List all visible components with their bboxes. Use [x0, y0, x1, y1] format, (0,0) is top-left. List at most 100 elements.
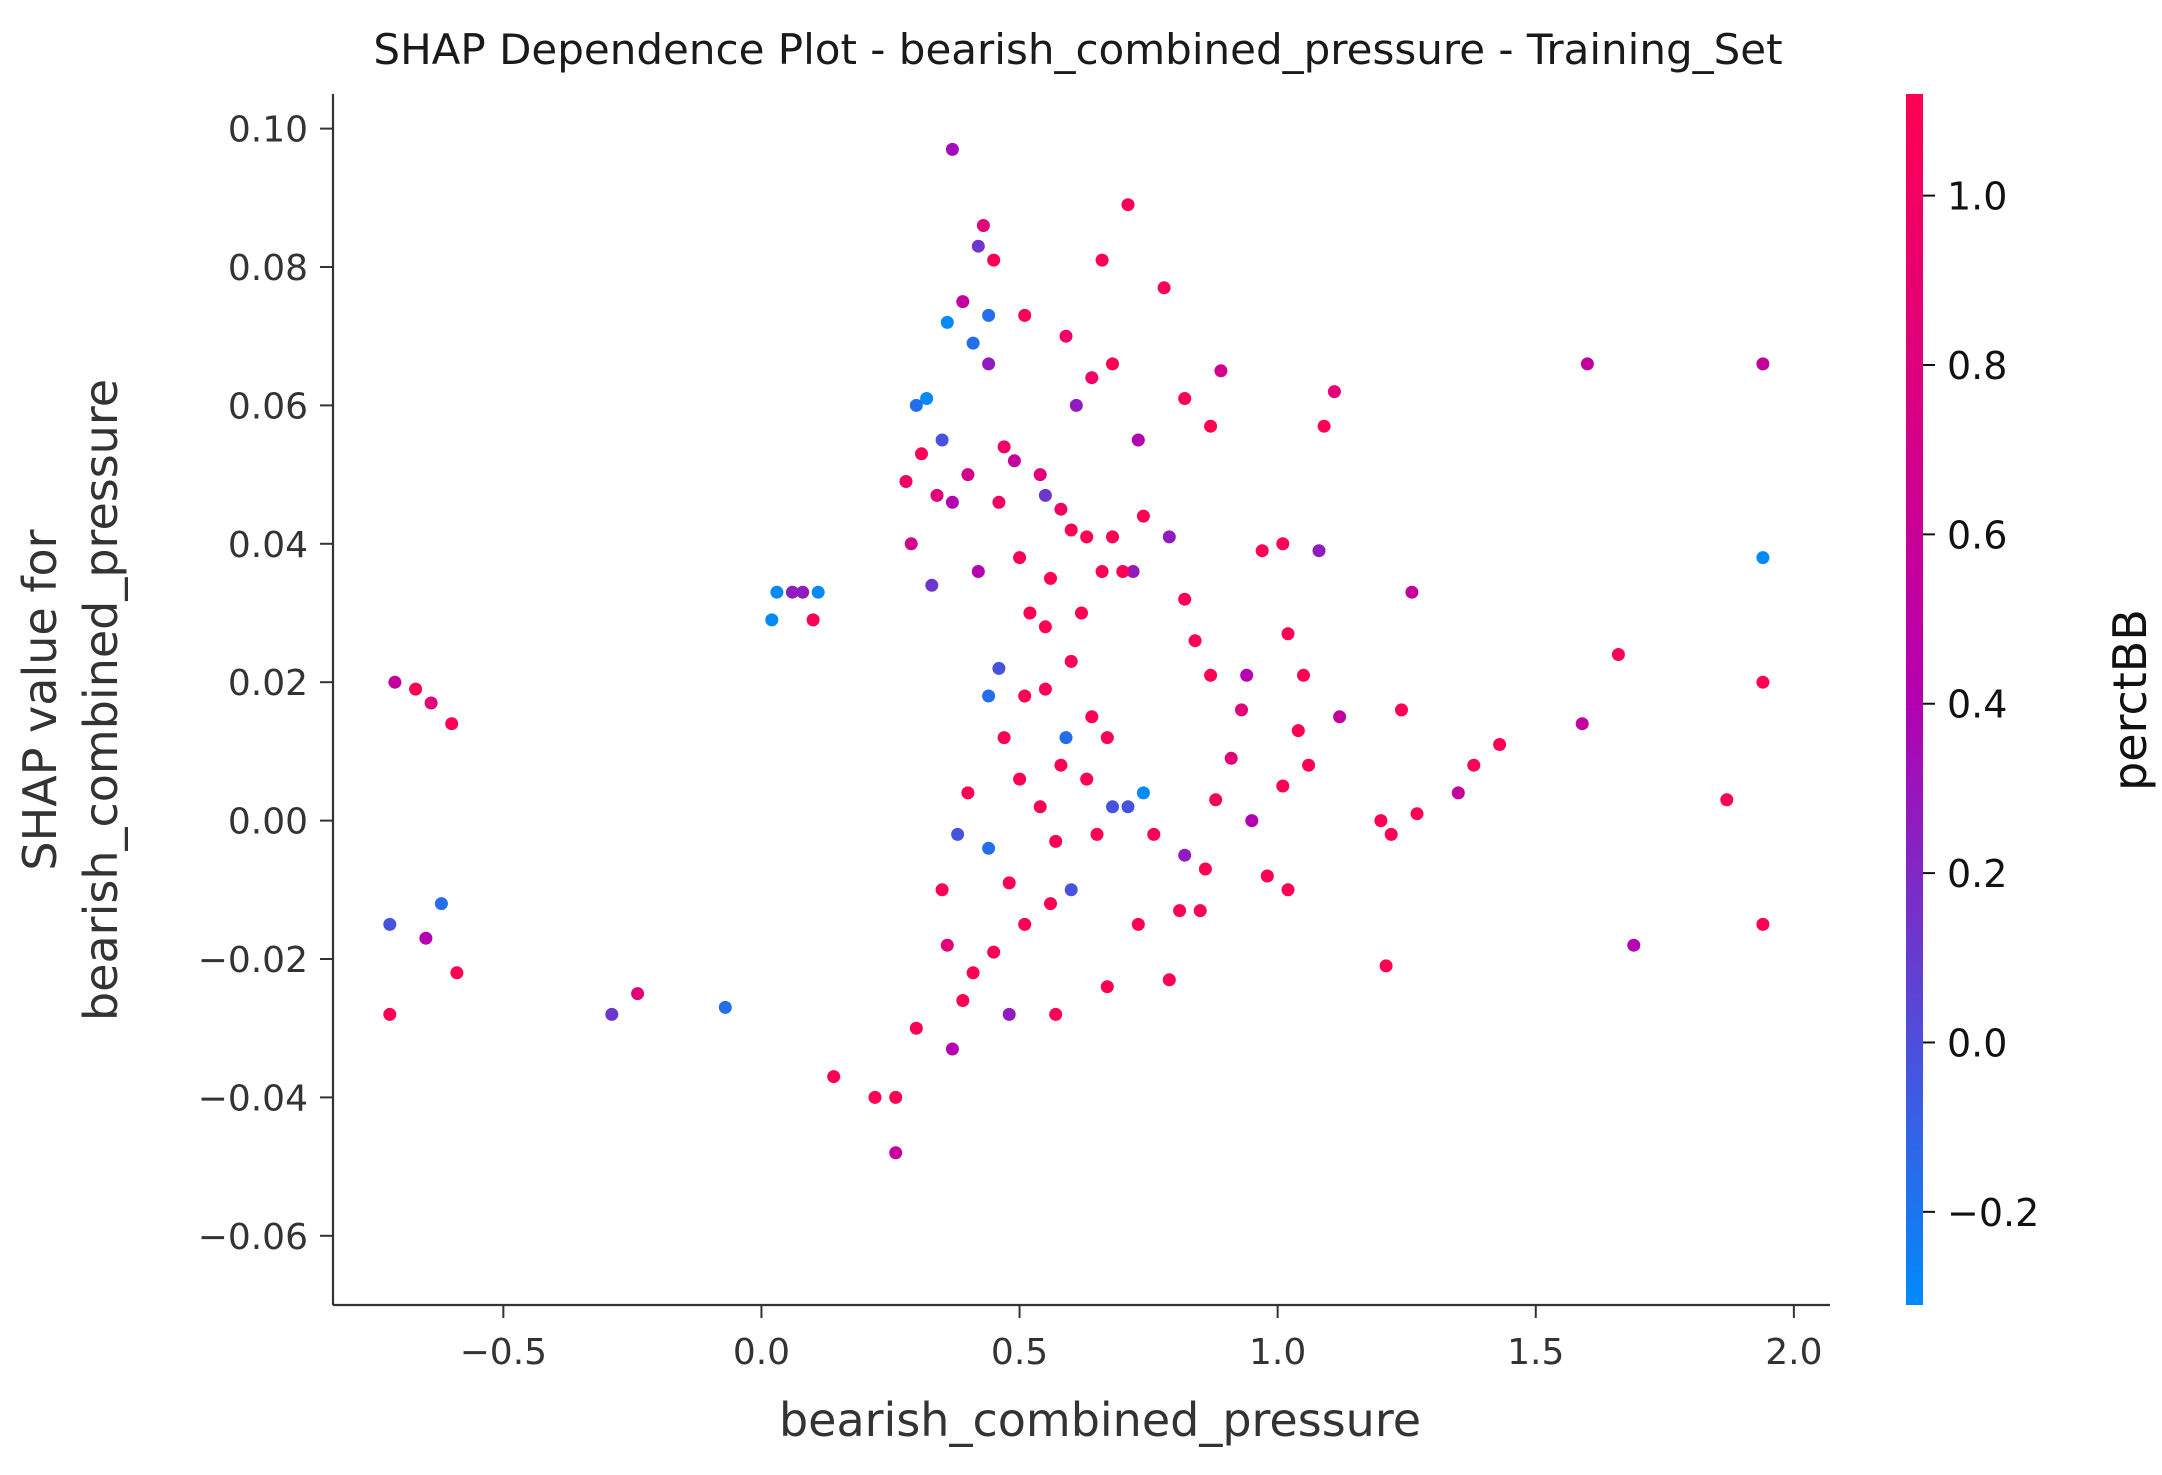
data-point [1106, 530, 1119, 544]
data-point [1209, 793, 1223, 807]
data-point [1121, 800, 1135, 814]
data-point [1049, 834, 1063, 848]
data-point [770, 585, 784, 599]
data-point [945, 142, 959, 156]
data-point [982, 689, 996, 703]
data-point [966, 966, 980, 980]
data-point [1327, 385, 1341, 399]
data-point [1756, 917, 1770, 931]
data-point [796, 585, 810, 599]
data-point [1080, 772, 1094, 786]
data-point [1121, 198, 1135, 212]
data-point [1756, 551, 1770, 565]
data-point [1085, 371, 1099, 385]
data-point [935, 433, 949, 447]
data-point [1720, 793, 1734, 807]
data-point [987, 945, 1001, 959]
data-point [1611, 648, 1625, 661]
data-point [1291, 724, 1305, 738]
colorbar-ticks: 1.0 0.8 0.6 0.4 0.2 0.0 −0.2 [1923, 175, 2039, 1235]
data-point [1054, 758, 1068, 772]
data-point [1136, 509, 1150, 523]
data-point [1059, 329, 1073, 343]
colorbar-tick-label: 0.0 [1947, 1021, 2007, 1065]
data-point [982, 841, 996, 855]
data-point [1312, 544, 1326, 558]
data-point [811, 585, 825, 599]
data-point [1193, 904, 1207, 918]
data-point [889, 1146, 903, 1160]
data-point [961, 786, 975, 800]
data-point [1044, 897, 1057, 911]
data-point [1384, 827, 1398, 841]
data-point [1188, 634, 1202, 648]
data-point [434, 897, 448, 911]
data-point [1467, 758, 1481, 772]
data-point [445, 717, 459, 731]
data-point [1198, 862, 1212, 876]
data-point [1106, 357, 1119, 371]
data-point [1493, 738, 1507, 751]
data-point [1235, 703, 1248, 717]
data-point [1756, 357, 1770, 371]
y-tick-label: 0.02 [228, 663, 308, 704]
data-point [631, 987, 645, 1001]
colorbar-tick-label: 0.4 [1947, 683, 2007, 727]
data-point [1162, 973, 1176, 987]
data-point [1224, 751, 1238, 765]
data-point [1204, 419, 1218, 433]
data-point [1069, 398, 1083, 412]
data-point [1038, 620, 1052, 634]
data-point [1038, 682, 1052, 696]
data-point [971, 565, 985, 578]
data-point [1075, 606, 1088, 620]
data-point [971, 239, 985, 253]
data-point [1059, 731, 1073, 745]
data-point [945, 1042, 959, 1056]
data-point [806, 613, 820, 627]
data-point [1085, 710, 1099, 724]
data-point [1178, 392, 1192, 405]
data-point [935, 883, 949, 897]
data-point [1240, 668, 1254, 682]
data-point [1405, 585, 1419, 599]
data-point [1018, 308, 1032, 322]
data-point [1095, 565, 1109, 578]
colorbar-tick-label: 0.6 [1947, 513, 2007, 557]
data-point [1064, 523, 1078, 537]
data-point [945, 495, 959, 509]
data-point [1002, 876, 1016, 890]
data-point [827, 1070, 841, 1084]
data-point [718, 1000, 732, 1014]
data-point [1178, 592, 1192, 606]
y-tick-label: 0.04 [228, 525, 308, 566]
data-point [1276, 779, 1290, 793]
colorbar-label: perctBB [2103, 609, 2157, 791]
data-point [450, 966, 464, 980]
data-point [1627, 938, 1641, 952]
y-tick-label: 0.10 [228, 110, 308, 151]
data-point [1157, 281, 1171, 295]
data-point [1013, 772, 1027, 786]
data-point [1106, 800, 1119, 814]
data-point [1255, 544, 1269, 558]
y-tick-label: −0.04 [198, 1078, 308, 1119]
x-tick-label: 0.0 [733, 1332, 790, 1373]
y-tick-label: 0.00 [228, 802, 308, 843]
data-point [961, 468, 975, 482]
chart-title: SHAP Dependence Plot - bearish_combined_… [373, 25, 1782, 74]
colorbar-tick-label: 0.8 [1947, 344, 2007, 388]
x-axis-label: bearish_combined_pressure [779, 1393, 1421, 1447]
data-point [992, 495, 1006, 509]
data-point [1033, 468, 1047, 482]
data-point [1018, 917, 1032, 931]
data-point [1080, 530, 1094, 544]
y-axis-label-line-1: SHAP value for [13, 529, 67, 870]
data-point [1302, 758, 1316, 772]
data-point [1131, 917, 1145, 931]
data-point [765, 613, 779, 627]
data-point [930, 488, 944, 502]
data-point [1002, 1007, 1016, 1021]
data-point [997, 731, 1011, 745]
